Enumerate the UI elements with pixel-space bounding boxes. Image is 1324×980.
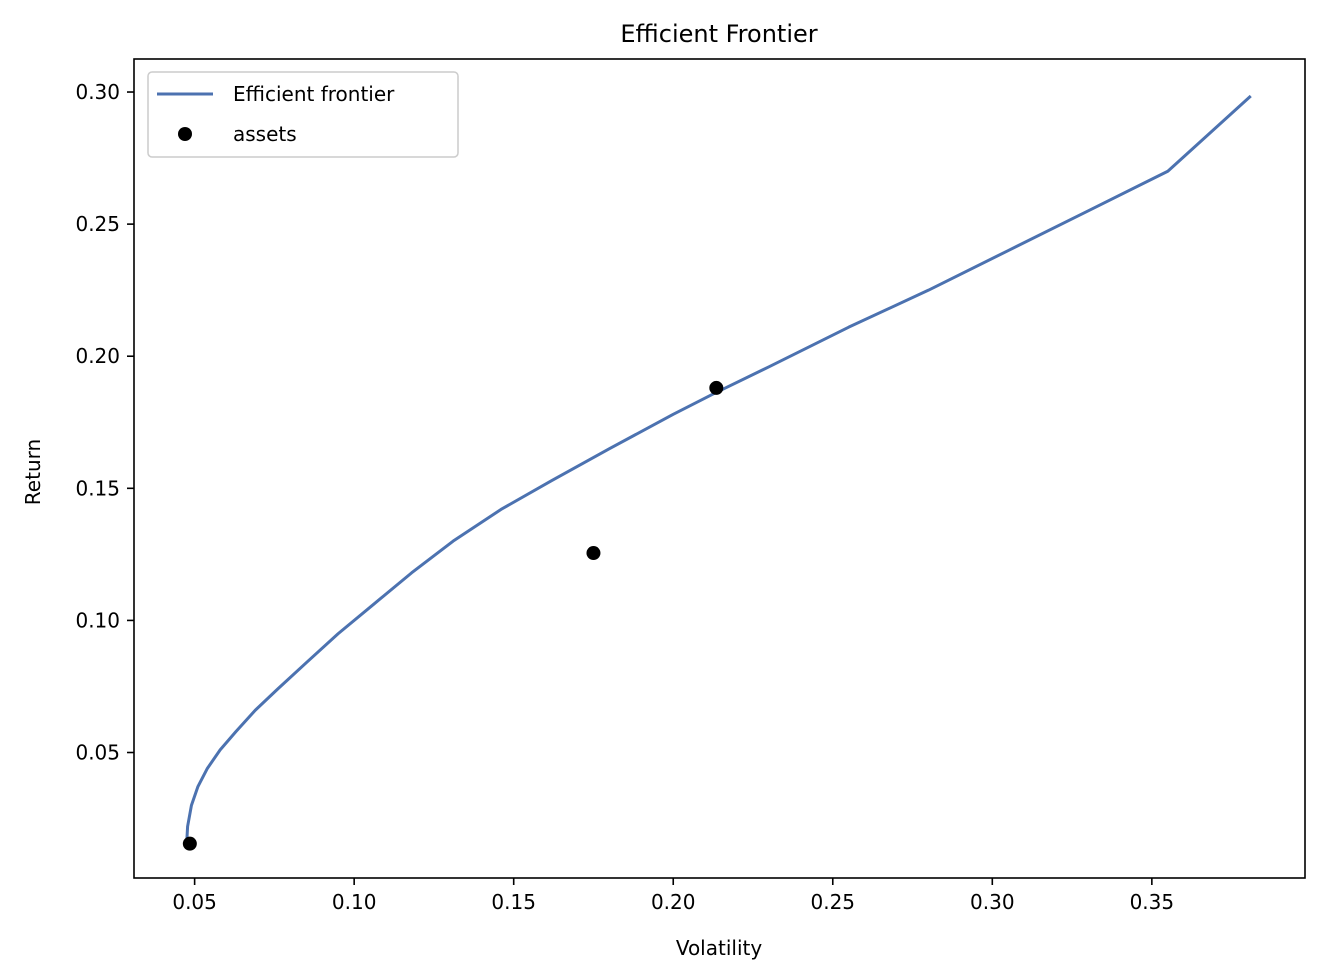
y-tick-label: 0.15 [75,476,120,500]
y-tick-label: 0.30 [75,80,120,104]
plot-area [133,58,1306,879]
efficient-frontier-line [185,94,1252,844]
legend-label-assets: assets [233,122,297,146]
series-layer [182,94,1252,851]
asset-point [709,380,724,395]
legend-marker-swatch [178,127,192,141]
asset-point [182,836,197,851]
asset-point [586,546,601,561]
x-tick-label: 0.10 [332,890,377,914]
y-tick-label: 0.05 [75,741,120,765]
x-tick-label: 0.30 [970,890,1015,914]
legend-box [147,71,459,158]
x-tick-label: 0.05 [172,890,217,914]
legend-label-frontier: Efficient frontier [233,82,395,106]
y-tick-label: 0.20 [75,344,120,368]
x-tick-label: 0.25 [811,890,856,914]
y-axis-title: Return [21,439,45,505]
x-tick-label: 0.15 [491,890,536,914]
y-tick-label: 0.25 [75,212,120,236]
chart-title: Efficient Frontier [620,20,817,48]
x-tick-label: 0.20 [651,890,696,914]
x-tick-label: 0.35 [1130,890,1175,914]
y-tick-label: 0.10 [75,608,120,632]
legend: Efficient frontier assets [147,71,459,158]
y-axis: 0.05 0.10 0.15 0.20 0.25 0.30 [75,80,134,765]
x-axis-title: Volatility [676,936,763,960]
x-axis: 0.05 0.10 0.15 0.20 0.25 0.30 0.35 [172,878,1174,914]
